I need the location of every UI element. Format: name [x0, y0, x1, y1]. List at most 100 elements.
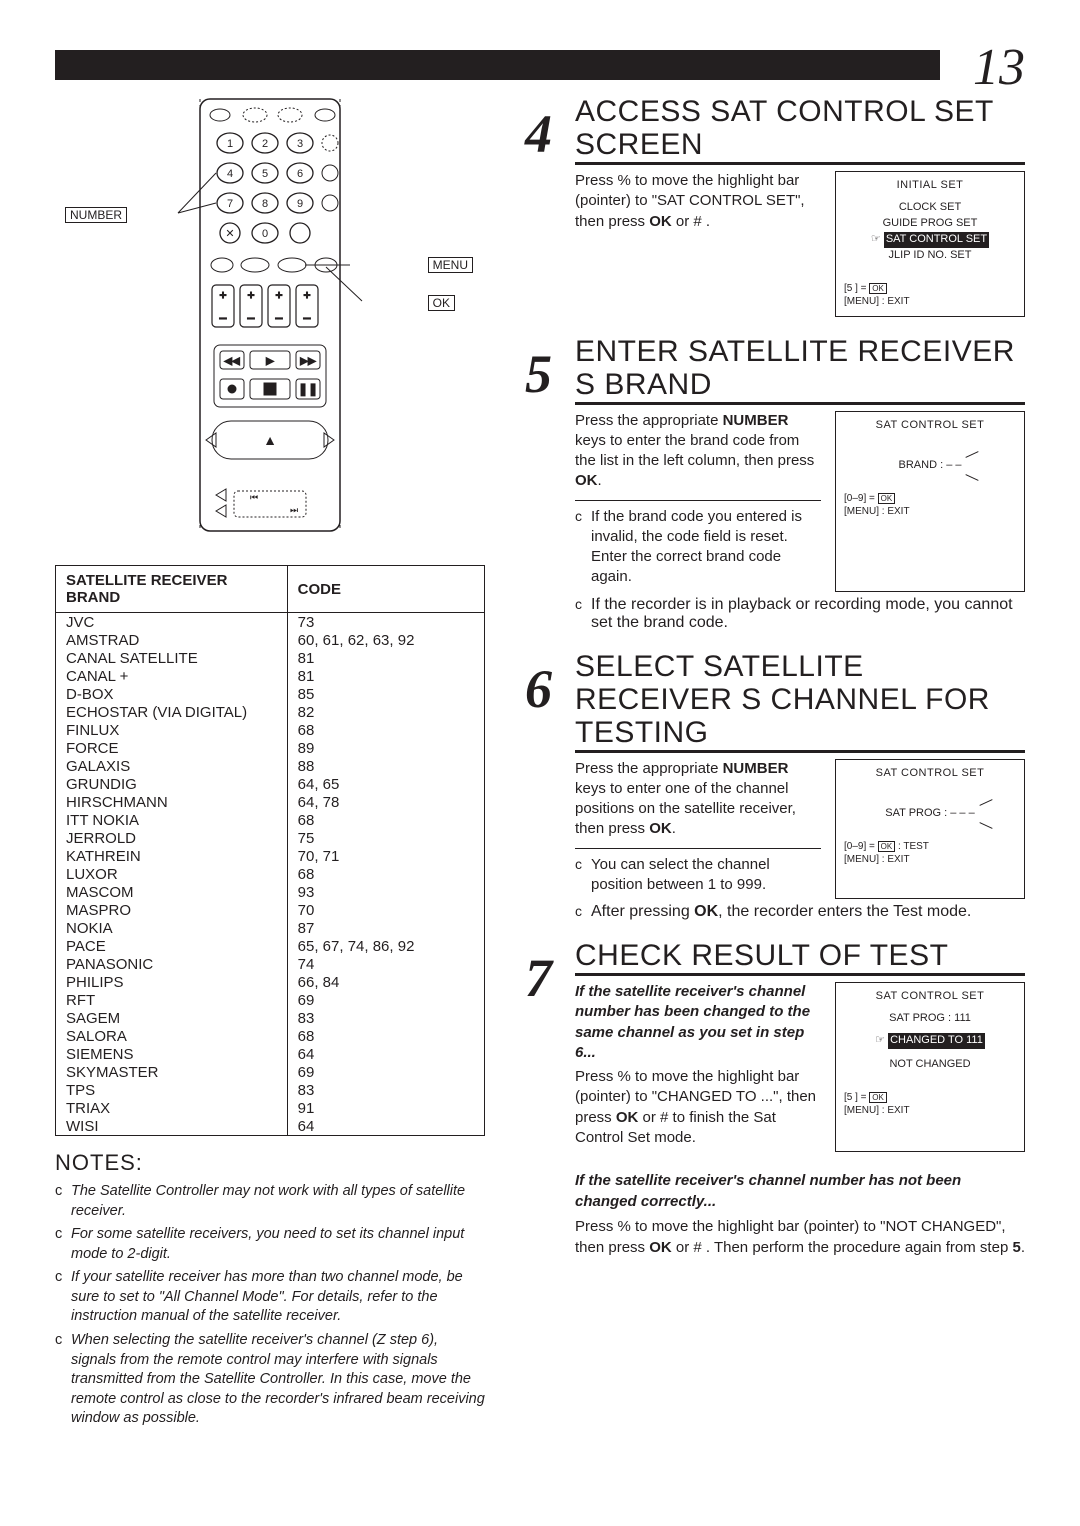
svg-text:−: − [275, 310, 283, 326]
svg-text:7: 7 [227, 198, 233, 210]
table-cell-brand: TRIAX [56, 1099, 288, 1117]
step-7: 7 CHECK RESULT OF TEST If the satellite … [525, 939, 1025, 1152]
svg-text:−: − [247, 310, 255, 326]
table-cell-code: 66, 84 [287, 973, 484, 991]
step-text: Press % to move the highlight bar (point… [575, 1067, 821, 1148]
table-cell-brand: JERROLD [56, 829, 288, 847]
svg-text:◀◀: ◀◀ [224, 356, 240, 367]
step-text: Press the appropriate NUMBER keys to ent… [575, 411, 821, 492]
table-cell-code: 68 [287, 721, 484, 739]
step-bullet: If the recorder is in playback or record… [575, 596, 1025, 632]
table-cell-code: 88 [287, 757, 484, 775]
table-header-brand: SATELLITE RECEIVER BRAND [56, 566, 288, 613]
table-cell-brand: SALORA [56, 1027, 288, 1045]
table-cell-brand: GRUNDIG [56, 775, 288, 793]
table-cell-brand: MASCOM [56, 883, 288, 901]
step-title: CHECK RESULT OF TEST [575, 939, 1025, 976]
svg-text:+: + [219, 288, 226, 302]
table-cell-brand: SAGEM [56, 1009, 288, 1027]
brand-code-table: SATELLITE RECEIVER BRAND CODE JVC73AMSTR… [55, 565, 485, 1136]
table-cell-code: 68 [287, 1027, 484, 1045]
notes-heading: NOTES: [55, 1150, 485, 1176]
table-cell-brand: D-BOX [56, 685, 288, 703]
svg-text:5: 5 [262, 168, 268, 180]
table-cell-brand: TPS [56, 1081, 288, 1099]
table-cell-code: 70, 71 [287, 847, 484, 865]
step-bullet: If the brand code you entered is invalid… [575, 507, 821, 588]
osd-screen-sat-prog: SAT CONTROL SET SAT PROG : – – – [0–9] =… [835, 759, 1025, 900]
number-label: NUMBER [65, 207, 127, 223]
svg-text:−: − [303, 310, 311, 326]
svg-text:2: 2 [262, 138, 268, 150]
table-cell-brand: AMSTRAD [56, 631, 288, 649]
step-6: 6 SELECT SATELLITE RECEIVER S CHANNEL FO… [525, 650, 1025, 922]
step-4: 4 ACCESS SAT CONTROL SET SCREEN Press % … [525, 95, 1025, 317]
svg-text:−: − [219, 310, 227, 326]
step7-alt-text: Press % to move the highlight bar (point… [575, 1216, 1025, 1258]
table-cell-brand: LUXOR [56, 865, 288, 883]
table-cell-brand: PACE [56, 937, 288, 955]
table-cell-code: 73 [287, 613, 484, 632]
svg-text:✕: ✕ [225, 228, 234, 240]
table-cell-code: 64, 65 [287, 775, 484, 793]
table-cell-code: 87 [287, 919, 484, 937]
table-cell-code: 64 [287, 1045, 484, 1063]
svg-text:▶▶: ▶▶ [300, 356, 316, 367]
table-cell-code: 75 [287, 829, 484, 847]
svg-text:▶: ▶ [266, 356, 274, 367]
svg-text:▲: ▲ [263, 432, 277, 448]
table-cell-brand: RFT [56, 991, 288, 1009]
step-intro: If the satellite receiver's channel numb… [575, 982, 821, 1063]
svg-text:3: 3 [297, 138, 303, 150]
step-bullet: You can select the channel position betw… [575, 855, 821, 896]
table-cell-brand: MASPRO [56, 901, 288, 919]
table-cell-brand: ECHOSTAR (VIA DIGITAL) [56, 703, 288, 721]
note-item: The Satellite Controller may not work wi… [55, 1182, 485, 1221]
table-cell-brand: CANAL + [56, 667, 288, 685]
table-cell-code: 81 [287, 667, 484, 685]
table-cell-code: 89 [287, 739, 484, 757]
table-cell-code: 81 [287, 649, 484, 667]
table-cell-brand: CANAL SATELLITE [56, 649, 288, 667]
table-cell-brand: FINLUX [56, 721, 288, 739]
table-cell-brand: WISI [56, 1117, 288, 1136]
svg-text:8: 8 [262, 198, 268, 210]
svg-text:1: 1 [227, 138, 233, 150]
table-cell-code: 64, 78 [287, 793, 484, 811]
osd-screen-initial-set: INITIAL SET CLOCK SETGUIDE PROG SETSAT C… [835, 171, 1025, 317]
table-header-code: CODE [287, 566, 484, 613]
table-cell-code: 68 [287, 865, 484, 883]
step-title: ACCESS SAT CONTROL SET SCREEN [575, 95, 1025, 165]
table-cell-brand: GALAXIS [56, 757, 288, 775]
step-title: SELECT SATELLITE RECEIVER S CHANNEL FOR … [575, 650, 1025, 753]
svg-text:+: + [247, 288, 254, 302]
step-text: Press % to move the highlight bar (point… [575, 171, 821, 232]
table-cell-brand: KATHREIN [56, 847, 288, 865]
svg-text:0: 0 [262, 228, 268, 240]
ok-label: OK [428, 295, 455, 311]
header-black-bar [55, 50, 940, 80]
table-cell-brand: SKYMASTER [56, 1063, 288, 1081]
svg-text:+: + [303, 288, 310, 302]
table-cell-brand: ITT NOKIA [56, 811, 288, 829]
svg-text:4: 4 [227, 168, 233, 180]
table-cell-brand: FORCE [56, 739, 288, 757]
step-number: 4 [525, 113, 552, 156]
table-cell-code: 93 [287, 883, 484, 901]
table-cell-code: 74 [287, 955, 484, 973]
svg-text:⏭: ⏭ [290, 505, 298, 515]
table-cell-code: 85 [287, 685, 484, 703]
table-cell-code: 69 [287, 1063, 484, 1081]
table-cell-brand: HIRSCHMANN [56, 793, 288, 811]
table-cell-code: 64 [287, 1117, 484, 1136]
note-item: When selecting the satellite receiver's … [55, 1331, 485, 1429]
svg-text:⏮: ⏮ [250, 492, 258, 502]
step-5: 5 ENTER SATELLITE RECEIVER S BRAND Press… [525, 335, 1025, 632]
table-cell-code: 70 [287, 901, 484, 919]
step-number: 7 [525, 957, 552, 1000]
step7-alt-heading: If the satellite receiver's channel numb… [575, 1170, 1025, 1212]
table-cell-brand: JVC [56, 613, 288, 632]
table-cell-code: 83 [287, 1081, 484, 1099]
step-number: 5 [525, 353, 552, 396]
menu-label: MENU [428, 257, 473, 273]
